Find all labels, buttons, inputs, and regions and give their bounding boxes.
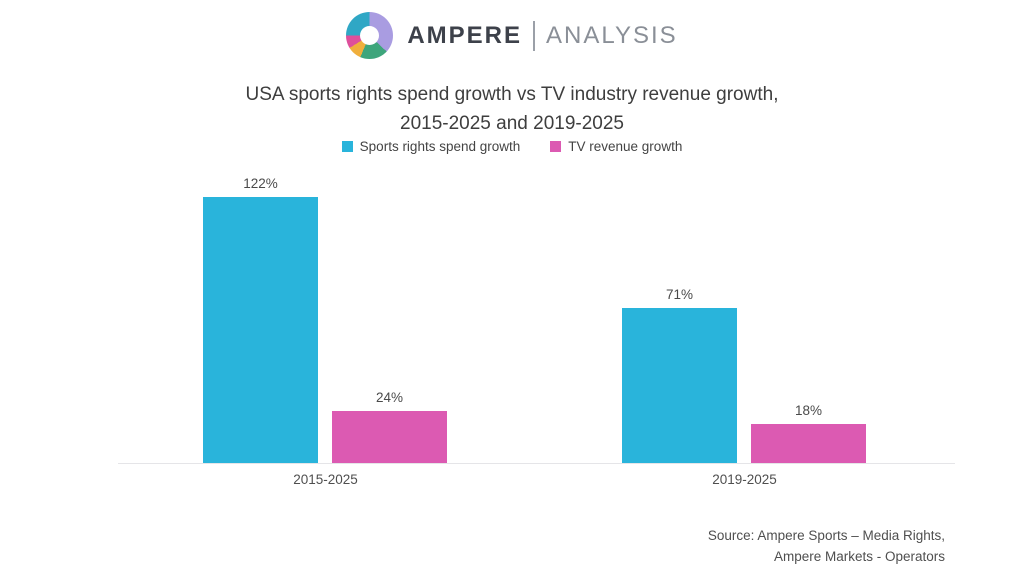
brand-name: AMPERE xyxy=(407,21,523,49)
ampere-logo-text: AMPERE ANALYSIS xyxy=(407,20,678,51)
legend-item-tv-revenue: TV revenue growth xyxy=(550,139,682,154)
source-line2: Ampere Markets - Operators xyxy=(773,549,945,564)
brand-subname: ANALYSIS xyxy=(546,21,678,49)
bar-column: 122% xyxy=(203,176,318,463)
value-label: 24% xyxy=(375,390,404,405)
category-label-2019-2025: 2019-2025 xyxy=(712,472,777,487)
bar-tv-revenue-2015-2025 xyxy=(332,411,447,463)
category-label-2015-2025: 2015-2025 xyxy=(293,472,358,487)
bar-tv-revenue-2019-2025 xyxy=(751,424,866,463)
source-line1: Source: Ampere Sports – Media Rights, xyxy=(707,528,945,543)
chart-title-line1: USA sports rights spend growth vs TV ind… xyxy=(245,84,779,105)
ampere-donut-icon xyxy=(346,12,394,59)
chart-title-line2: 2015-2025 and 2019-2025 xyxy=(400,113,624,134)
bar-group-2019-2025: 71% 18% xyxy=(622,287,866,463)
logo-divider xyxy=(533,20,536,51)
bar-column: 24% xyxy=(332,390,447,463)
ampere-logo: AMPERE ANALYSIS xyxy=(0,12,1024,59)
source-note: Source: Ampere Sports – Media Rights, Am… xyxy=(708,525,945,567)
chart-title: USA sports rights spend growth vs TV ind… xyxy=(0,80,1024,138)
legend-label: TV revenue growth xyxy=(568,139,683,154)
bar-group-2015-2025: 122% 24% xyxy=(203,176,447,463)
legend-swatch-sports-rights xyxy=(341,141,353,152)
legend: Sports rights spend growth TV revenue gr… xyxy=(0,139,1024,154)
legend-swatch-tv-revenue xyxy=(550,141,562,152)
x-axis-line xyxy=(118,463,955,464)
bar-sports-rights-2015-2025 xyxy=(203,197,318,463)
legend-label: Sports rights spend growth xyxy=(359,139,521,154)
value-label: 18% xyxy=(794,403,823,418)
bar-chart: 122% 24% 71% 18% 2015-2025 2019-2025 xyxy=(118,176,955,490)
value-label: 122% xyxy=(243,176,278,191)
value-label: 71% xyxy=(665,287,694,302)
legend-item-sports-rights: Sports rights spend growth xyxy=(341,139,521,154)
bar-column: 18% xyxy=(751,403,866,463)
bar-column: 71% xyxy=(622,287,737,463)
plot-area: 122% 24% 71% 18% xyxy=(118,176,955,464)
bar-sports-rights-2019-2025 xyxy=(622,308,737,463)
